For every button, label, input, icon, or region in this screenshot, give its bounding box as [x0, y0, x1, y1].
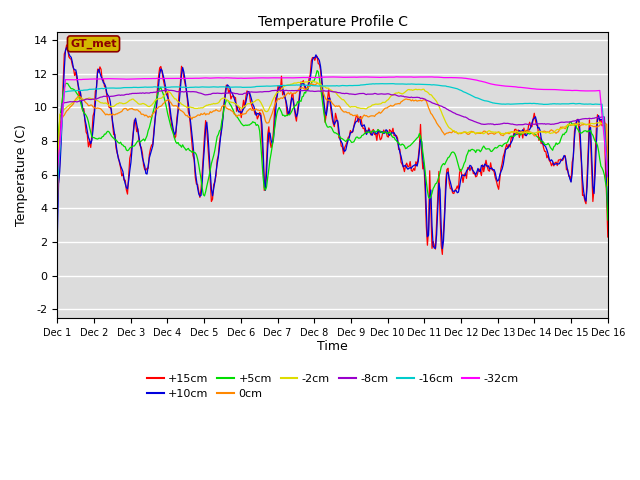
+10cm [54, 229, 61, 235]
-8cm [604, 173, 612, 179]
Line: +15cm: +15cm [58, 45, 608, 254]
Y-axis label: Temperature (C): Temperature (C) [15, 124, 28, 226]
Text: GT_met: GT_met [70, 39, 116, 49]
+15cm [226, 87, 234, 93]
Line: 0cm: 0cm [58, 83, 608, 202]
-2cm [308, 78, 316, 84]
Line: -2cm: -2cm [58, 81, 608, 185]
-8cm [459, 114, 467, 120]
+10cm [287, 101, 294, 107]
+15cm [389, 125, 397, 131]
-2cm [285, 82, 293, 88]
-32cm [285, 75, 293, 81]
+5cm [604, 217, 612, 223]
+10cm [226, 84, 234, 90]
+15cm [63, 42, 70, 48]
+15cm [556, 157, 563, 163]
0cm [363, 113, 371, 119]
X-axis label: Time: Time [317, 340, 348, 353]
-16cm [378, 81, 385, 86]
-2cm [555, 127, 563, 132]
+5cm [389, 134, 397, 140]
-8cm [226, 90, 234, 96]
Legend: +15cm, +10cm, +5cm, 0cm, -2cm, -8cm, -16cm, -32cm: +15cm, +10cm, +5cm, 0cm, -2cm, -8cm, -16… [143, 369, 523, 404]
-32cm [459, 75, 467, 81]
0cm [555, 129, 563, 135]
-16cm [54, 181, 61, 187]
-2cm [54, 177, 61, 182]
-8cm [54, 187, 61, 193]
Line: -8cm: -8cm [58, 90, 608, 190]
+10cm [438, 246, 446, 252]
+5cm [363, 129, 371, 135]
+15cm [604, 234, 612, 240]
-8cm [389, 92, 397, 97]
-32cm [555, 87, 563, 93]
+10cm [389, 130, 397, 136]
+5cm [459, 164, 467, 170]
-8cm [555, 120, 563, 126]
Title: Temperature Profile C: Temperature Profile C [258, 15, 408, 29]
-32cm [225, 75, 232, 81]
-16cm [362, 82, 369, 87]
-32cm [54, 168, 61, 174]
Line: +10cm: +10cm [58, 48, 608, 249]
Line: -32cm: -32cm [58, 77, 608, 177]
Line: +5cm: +5cm [58, 71, 608, 220]
+10cm [460, 173, 468, 179]
-16cm [285, 83, 293, 88]
+5cm [225, 98, 232, 104]
-16cm [389, 81, 397, 86]
0cm [54, 199, 61, 205]
+5cm [555, 141, 563, 146]
-16cm [604, 173, 612, 179]
+15cm [287, 103, 294, 109]
-16cm [459, 89, 467, 95]
0cm [285, 91, 293, 97]
-8cm [164, 87, 172, 93]
-16cm [555, 101, 563, 107]
+10cm [363, 132, 371, 137]
-32cm [362, 74, 369, 80]
-2cm [604, 182, 612, 188]
-32cm [604, 174, 612, 180]
+15cm [363, 128, 371, 133]
Line: -16cm: -16cm [58, 84, 608, 184]
+5cm [313, 68, 321, 73]
-2cm [459, 130, 467, 136]
+10cm [63, 45, 70, 50]
+5cm [54, 179, 61, 185]
+10cm [556, 161, 563, 167]
0cm [313, 80, 321, 86]
+15cm [438, 252, 446, 257]
-2cm [225, 98, 232, 104]
0cm [604, 159, 612, 165]
-32cm [392, 74, 400, 80]
+15cm [54, 183, 61, 189]
-16cm [225, 84, 232, 90]
0cm [459, 130, 467, 135]
-32cm [388, 74, 396, 80]
-2cm [389, 92, 397, 98]
-2cm [363, 106, 371, 112]
0cm [225, 107, 232, 112]
-8cm [287, 88, 294, 94]
-8cm [363, 92, 371, 97]
+5cm [285, 112, 293, 118]
+10cm [604, 214, 612, 219]
0cm [389, 103, 397, 109]
+15cm [460, 172, 468, 178]
